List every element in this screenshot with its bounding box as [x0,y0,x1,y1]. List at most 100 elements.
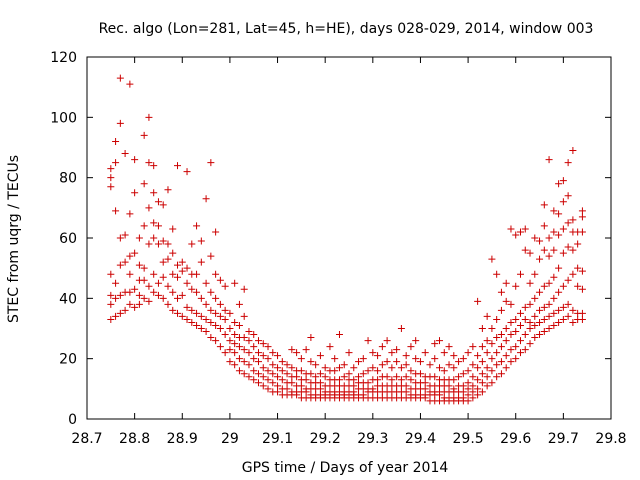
data-point [231,279,239,287]
data-point [312,373,320,381]
data-point [555,318,563,326]
data-point [197,258,205,266]
data-point [488,255,496,263]
data-point [116,74,124,82]
data-point [478,388,486,396]
data-point [116,261,124,269]
plot-area: 28.7 28.8 28.9 29 29.1 29.2 29.3 29.4 29.5 29.6 29… [50,50,626,447]
data-point [502,279,510,287]
data-point [383,373,391,381]
x-tick-label: 29 [221,431,239,447]
data-point [154,222,162,230]
data-point [545,325,553,332]
data-point [274,382,282,390]
data-point [507,346,515,354]
data-point [340,361,348,369]
data-point [378,343,386,351]
data-point [140,276,148,284]
data-point [274,352,282,360]
data-point [212,321,220,329]
y-tick-label: 120 [50,50,77,66]
data-point [150,234,158,242]
data-point [578,315,586,323]
data-point [250,355,258,363]
data-point [502,352,510,360]
data-point [164,240,172,248]
data-point [402,361,410,369]
data-point [254,379,262,387]
data-point [226,325,234,332]
x-tick-label: 29.4 [405,431,436,447]
data-point [269,370,277,378]
data-point [550,246,558,254]
data-point [502,337,510,345]
data-point [254,337,262,345]
data-point [245,349,253,357]
y-tick-label: 60 [59,231,77,247]
data-point [140,222,148,230]
data-point [250,331,258,339]
data-point [464,391,472,399]
data-point [278,367,286,375]
data-point [397,325,405,332]
data-point [193,270,201,278]
data-point [474,352,482,360]
data-point [112,294,120,302]
data-point [188,318,196,326]
data-point [431,355,439,363]
data-point [231,340,239,348]
data-point [183,264,191,272]
data-point [221,315,229,323]
data-point [307,358,315,366]
data-point [345,370,353,378]
data-point [178,291,186,299]
x-tick-label: 28.9 [167,431,198,447]
data-point [474,385,482,393]
data-point [412,355,420,363]
data-point [540,282,548,290]
data-point [559,198,567,206]
data-point [307,370,315,378]
data-point [559,177,567,185]
data-point [245,328,253,336]
data-point [159,294,167,302]
data-point [154,291,162,299]
data-point [521,225,529,233]
data-point [164,186,172,194]
data-point [478,343,486,351]
data-point [240,334,248,342]
data-point [245,373,253,381]
data-point [555,306,563,314]
data-point [393,358,401,366]
data-point [202,300,210,308]
x-tick-label: 29.8 [595,431,626,447]
data-point [288,379,296,387]
data-point [516,228,524,236]
data-point [512,282,520,290]
data-point [131,303,139,311]
data-point [388,376,396,384]
data-point [359,355,367,363]
data-point [564,276,572,284]
data-point [212,270,220,278]
data-point [474,297,482,305]
data-point [216,312,224,320]
data-point [202,328,210,336]
data-point [202,195,210,203]
data-point [174,261,182,269]
data-point [150,288,158,296]
data-point [555,288,563,296]
data-point [183,168,191,176]
data-point [502,325,510,332]
data-point [574,282,582,290]
data-point [259,352,267,360]
data-point [493,349,501,357]
data-point [450,376,458,384]
data-point [569,318,577,326]
data-point [402,388,410,396]
data-point [240,312,248,320]
data-point [331,367,339,375]
data-point [512,328,520,336]
data-point [512,315,520,323]
data-point [121,231,129,239]
